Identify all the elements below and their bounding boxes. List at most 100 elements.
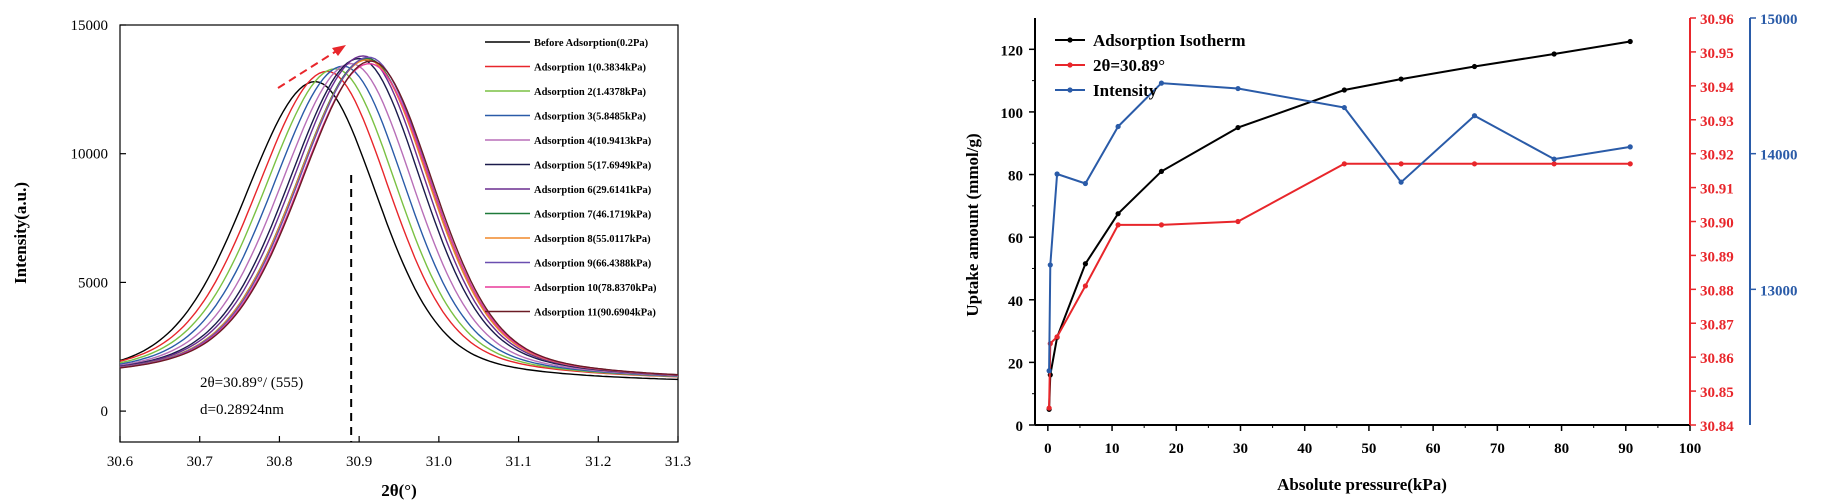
xrd-legend-label: Adsorption 1(0.3834kPa) [534, 63, 647, 74]
isotherm-y-tick-label: 20 [1008, 356, 1023, 372]
isotherm-point [1398, 76, 1404, 82]
isotherm-y-axis-title: Uptake amount (mmol/g) [963, 133, 982, 316]
xrd-curve [119, 62, 679, 377]
isotherm-angle-tick-label: 30.89 [1700, 249, 1734, 265]
isotherm-point [1551, 161, 1557, 167]
isotherm-point [1341, 104, 1347, 111]
isotherm-point [1551, 51, 1557, 57]
isotherm-point [1054, 334, 1060, 340]
isotherm-x-tick-label: 40 [1297, 441, 1312, 457]
xrd-annotation-angle: 2θ=30.89°/ (555) [200, 375, 303, 391]
xrd-curve [119, 60, 679, 376]
isotherm-series-line [1048, 162, 1631, 409]
isotherm-point [1235, 218, 1241, 225]
isotherm-angle-tick-label: 30.96 [1700, 12, 1734, 28]
xrd-legend-label: Before Adsorption(0.2Pa) [534, 38, 649, 49]
xrd-y-tick-label: 10000 [71, 147, 109, 163]
isotherm-y-tick-label: 120 [1001, 43, 1024, 59]
isotherm-angle-tick-label: 30.92 [1700, 148, 1734, 164]
isotherm-x-tick-label: 80 [1554, 441, 1569, 457]
xrd-legend-label: Adsorption 4(10.9413kPa) [534, 136, 652, 147]
xrd-curve [119, 70, 679, 378]
isotherm-legend-label: 2θ=30.89° [1093, 56, 1165, 75]
isotherm-point [1551, 156, 1557, 162]
isotherm-point [1047, 262, 1053, 268]
isotherm-angle-tick-label: 30.90 [1700, 216, 1734, 232]
isotherm-point [1115, 211, 1121, 217]
isotherm-point [1082, 261, 1089, 267]
xrd-legend-label: Adsorption 5(17.6949kPa) [534, 161, 652, 172]
isotherm-angle-tick-label: 30.88 [1700, 283, 1734, 299]
xrd-y-tick-label: 15000 [71, 18, 109, 34]
isotherm-point [1046, 405, 1052, 411]
isotherm-x-axis-title: Absolute pressure(kPa) [1277, 475, 1447, 494]
xrd-legend-label: Adsorption 2(1.4378kPa) [534, 87, 647, 98]
isotherm-angle-tick-label: 30.86 [1700, 351, 1734, 367]
isotherm-point [1398, 179, 1404, 185]
isotherm-point [1341, 87, 1347, 93]
isotherm-y-tick-label: 60 [1008, 231, 1023, 247]
isotherm-x-tick-label: 90 [1618, 441, 1633, 457]
isotherm-angle-tick-label: 30.94 [1700, 80, 1734, 96]
isotherm-point [1471, 161, 1478, 167]
xrd-legend-label: Adsorption 3(5.8485kPa) [534, 112, 647, 123]
isotherm-point [1082, 180, 1089, 187]
isotherm-legend-marker [1067, 37, 1073, 43]
isotherm-point [1471, 113, 1478, 119]
xrd-annotation-dspacing: d=0.28924nm [200, 402, 284, 418]
xrd-y-ticks: 0 5000 10000 15000 [71, 18, 126, 420]
xrd-chart: 30.6 30.7 30.8 30.9 31.0 31.1 31.2 31.3 0 5000 10… [11, 18, 691, 500]
isotherm-point [1158, 80, 1165, 86]
isotherm-x-tick-label: 100 [1679, 441, 1702, 457]
isotherm-x-tick-label: 10 [1105, 441, 1120, 457]
isotherm-angle-tick-label: 30.93 [1700, 114, 1734, 130]
xrd-legend: Before Adsorption(0.2Pa) Adsorption 1(0.3… [485, 38, 657, 319]
isotherm-intensity-tick-label: 14000 [1760, 148, 1798, 164]
xrd-x-tick-label: 31.2 [585, 454, 611, 470]
isotherm-x-tick-label: 30 [1233, 441, 1248, 457]
isotherm-legend-label: Adsorption Isotherm [1093, 31, 1246, 50]
xrd-x-tick-label: 31.3 [665, 454, 691, 470]
isotherm-point [1627, 144, 1633, 150]
xrd-x-tick-label: 30.7 [187, 454, 214, 470]
isotherm-point [1158, 168, 1165, 175]
isotherm-point [1115, 123, 1121, 130]
isotherm-point [1471, 63, 1478, 70]
isotherm-point [1235, 124, 1241, 131]
isotherm-point [1054, 171, 1060, 177]
isotherm-point [1115, 222, 1121, 228]
isotherm-angle-ticks: 30.84 30.85 30.86 30.87 30.88 30.89 30.90 30.91… [1690, 12, 1734, 435]
xrd-x-tick-label: 30.6 [107, 454, 134, 470]
isotherm-series-line [1048, 82, 1631, 371]
xrd-y-tick-label: 0 [101, 404, 109, 420]
xrd-curve [119, 68, 679, 378]
isotherm-legend: Adsorption Isotherm 2θ=30.89° Intensity [1055, 31, 1246, 100]
isotherm-y-tick-label: 100 [1001, 106, 1024, 122]
isotherm-intensity-tick-label: 15000 [1760, 12, 1798, 28]
isotherm-angle-tick-label: 30.85 [1700, 385, 1734, 401]
xrd-x-ticks: 30.6 30.7 30.8 30.9 31.0 31.1 31.2 31.3 [107, 436, 691, 470]
isotherm-point [1627, 161, 1633, 167]
xrd-legend-label: Adsorption 11(90.6904kPa) [534, 308, 656, 319]
isotherm-chart: 0 10 20 30 40 50 60 70 80 90 100 0 20 40 60 80 100 120 3… [963, 12, 1798, 494]
xrd-legend-label: Adsorption 7(46.1719kPa) [534, 210, 652, 221]
xrd-curves [119, 55, 679, 381]
xrd-x-tick-label: 30.9 [346, 454, 372, 470]
isotherm-legend-marker [1067, 62, 1073, 68]
isotherm-x-tick-label: 50 [1361, 441, 1376, 457]
isotherm-series-line [1048, 40, 1631, 410]
xrd-x-axis-title: 2θ(°) [381, 481, 417, 500]
xrd-plot-frame [119, 24, 679, 443]
isotherm-x-ticks: 0 10 20 30 40 50 60 70 80 90 100 [1044, 425, 1701, 457]
xrd-y-tick-label: 5000 [78, 275, 108, 291]
isotherm-point [1235, 85, 1241, 92]
isotherm-y-ticks: 0 20 40 60 80 100 120 [1001, 43, 1035, 435]
isotherm-x-tick-label: 20 [1169, 441, 1184, 457]
isotherm-angle-tick-label: 30.84 [1700, 419, 1734, 435]
isotherm-angle-tick-label: 30.87 [1700, 317, 1734, 333]
isotherm-intensity-tick-label: 13000 [1760, 283, 1798, 299]
isotherm-point [1341, 161, 1347, 167]
isotherm-point [1046, 368, 1052, 374]
isotherm-legend-marker [1067, 87, 1073, 93]
